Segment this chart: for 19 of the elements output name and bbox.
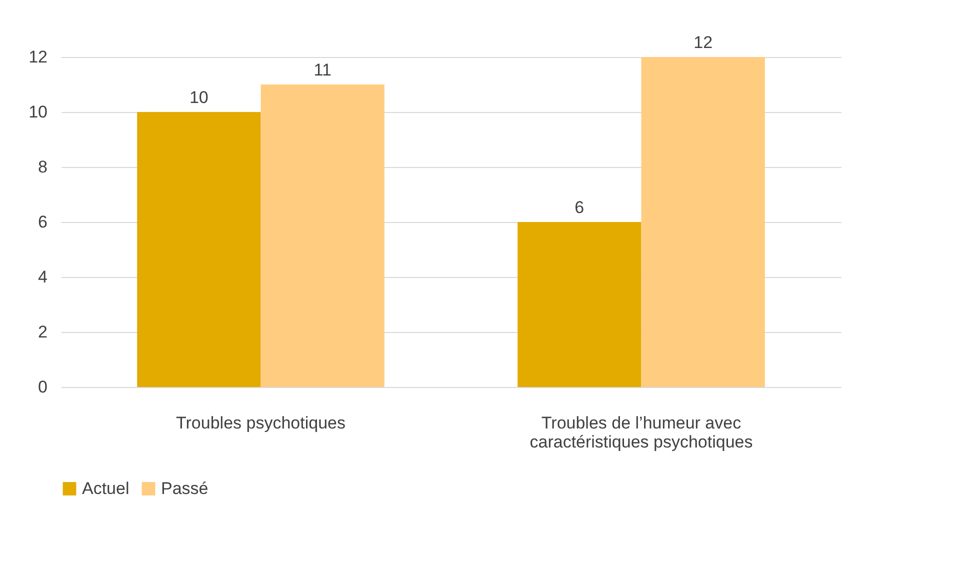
data-label: 6 [574, 198, 584, 217]
y-tick-label: 0 [38, 378, 48, 396]
bar [137, 112, 261, 387]
bar [641, 57, 765, 387]
legend-label: Actuel [82, 478, 130, 498]
data-label: 12 [694, 33, 713, 52]
y-tick-label: 10 [28, 102, 48, 122]
y-tick-label: 6 [38, 212, 48, 232]
x-tick-label: Troubles de l’humeur avec caractéristiques psychotiques [530, 414, 753, 452]
data-label: 11 [314, 60, 332, 80]
y-tick-label: 12 [28, 48, 48, 66]
y-tick-label: 4 [38, 268, 48, 286]
x-tick-label: Troubles psychotiques [176, 414, 346, 432]
y-tick-label: 8 [38, 158, 48, 176]
y-tick-label: 2 [38, 322, 48, 342]
bar [518, 222, 642, 387]
data-label: 10 [189, 88, 208, 107]
bar [260, 84, 384, 387]
legend-label: Passé [161, 478, 208, 498]
